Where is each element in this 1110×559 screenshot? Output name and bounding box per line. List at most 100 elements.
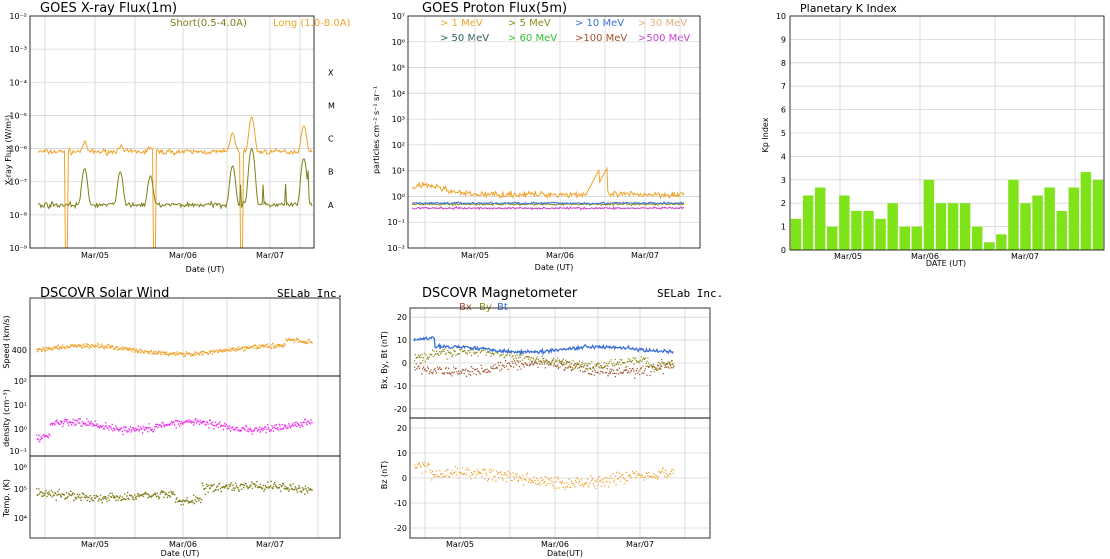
plot-frame [407,15,701,249]
x-axis-label: Date(UT) [547,549,583,558]
kp-bar [996,234,1007,250]
series-line-p10 [411,201,685,205]
flare-class-label: B [328,168,334,177]
y-tick-label: 3 [781,176,786,185]
legend-short: Short(0.5-4.0A) [170,18,247,29]
x-axis-label: DATE (UT) [926,259,966,268]
b-axis-label: Bx, By, Bt (nT) [380,331,389,389]
y-tick-label: 10¹ [14,401,27,410]
y-tick-label: 10⁷ [392,12,405,21]
y-tick-label: 10⁶ [392,38,405,47]
x-tick-label: Mar/05 [834,252,862,261]
y-tick-label: 10⁵ [392,64,405,73]
kp-bar [923,179,935,250]
y-tick-label: 10⁻⁷ [9,178,27,187]
legend-entry: > 50 MeV [440,33,489,44]
kp-bar [827,226,838,250]
kp-bar [1032,195,1043,250]
y-tick-label: 10⁴ [392,89,405,98]
x-tick-label: Mar/06 [169,540,197,549]
y-tick-label: -20 [394,405,407,414]
legend-entry: >100 MeV [575,33,627,44]
y-tick-label: 10⁻² [387,244,405,253]
y-tick-label: 10⁴ [14,514,27,523]
chart-title: GOES X-ray Flux(1m) [40,1,177,16]
y-tick-label: 9 [781,35,786,44]
bz-points [414,461,675,491]
y-tick-label: 10⁻⁵ [9,111,27,120]
y-tick-label: 10 [776,12,786,21]
x-tick-label: Mar/07 [256,251,284,260]
bt-line [413,336,674,357]
chart-title: DSCOVR Magnetometer [422,286,578,301]
subplot-frame [29,455,341,539]
y-tick-label: -10 [394,382,407,391]
density-axis-label: density (cm⁻³) [2,389,11,447]
y-tick-label: 10⁻¹ [9,447,27,456]
kp-bar [1020,203,1031,250]
y-tick-label: -10 [394,499,407,508]
y-tick-label: 20 [397,313,407,322]
kp-bar [935,203,947,250]
y-tick-label: 6 [781,106,786,115]
x-tick-label: Mar/07 [1011,252,1039,261]
y-tick-label: 10⁻⁶ [9,145,27,154]
plot-area: 0 1 2 3 4 5 6 7 8 9 10 Mar/05 Mar/06 Mar/07 [776,12,1105,261]
kp-bar [1068,187,1080,250]
y-tick-label: 10⁰ [14,425,27,434]
kp-bar [875,218,886,250]
y-tick-label: 10³ [392,115,405,124]
y-tick-label: 10 [397,449,407,458]
by-points [414,346,675,373]
y-axis-label: Kp Index [761,117,770,152]
plot-area: 20 10 0 -10 -20 20 10 0 -10 -20 Mar/05 Mar/06 Mar/07 [394,307,711,549]
y-tick-label: 7 [781,82,786,91]
brand-label: SELab Inc. [277,287,343,300]
subplot-frame [409,417,711,539]
legend: > 1 MeV > 5 MeV > 10 MeV > 30 MeV > 50 MeV > … [440,18,690,44]
y-tick-label: 10⁻¹ [387,218,405,227]
temp-points [36,480,313,506]
flare-class-label: C [328,135,334,144]
x-tick-label: Mar/06 [911,252,939,261]
kp-chart: Planetary K Index 0 1 2 3 4 5 6 7 8 9 10 Mar/05 Mar/… [761,2,1105,268]
x-tick-label: Mar/07 [256,540,284,549]
kp-bar [971,226,983,250]
x-tick-label: Mar/05 [446,540,474,549]
series-line-p5 [411,201,685,207]
legend-bx: Bx [459,302,472,313]
y-tick-label: 10⁻³ [9,45,27,54]
kp-bar [790,218,802,250]
y-tick-label: 10⁶ [14,463,27,472]
series-line-long [37,116,313,249]
kp-bar [1056,210,1067,250]
proton-chart: GOES Proton Flux(5m) > 1 MeV > 5 MeV > 10 … [372,1,701,272]
kp-bar [1044,187,1055,250]
legend-long: Long (1.0-8.0A) [273,18,351,29]
chart-title: Planetary K Index [800,2,897,15]
series-line-short [37,148,313,210]
y-tick-label: 1 [781,223,786,232]
y-tick-label: 10⁻⁴ [9,78,27,87]
series-line-p1 [411,166,685,200]
y-tick-label: 2 [781,199,786,208]
y-tick-label: 10⁻⁸ [9,211,27,220]
kp-bar [947,203,959,250]
x-tick-label: Mar/05 [81,540,109,549]
kp-bar [959,203,971,250]
y-tick-label: 400 [12,346,27,355]
bz-axis-label: Bz (nT) [380,461,389,489]
x-axis-label: Date (UT) [535,263,574,272]
kp-bar [984,242,995,250]
kp-bar [839,195,850,250]
plot-area: 400 10⁻¹ 10⁰ 10¹ 10² 10⁴ 10⁵ 10⁶ Mar/05 Mar/06 Mar… [9,297,341,549]
x-axis-label: Date (UT) [161,549,200,558]
x-tick-label: Mar/06 [546,251,574,260]
speed-axis-label: Speed (km/s) [2,315,11,368]
flare-class-label: M [328,101,335,110]
kp-bar [863,210,874,250]
y-tick-label: 20 [397,424,407,433]
subplot-frame [29,375,341,457]
legend-entry: > 60 MeV [508,33,557,44]
legend-entry: > 5 MeV [508,18,551,29]
